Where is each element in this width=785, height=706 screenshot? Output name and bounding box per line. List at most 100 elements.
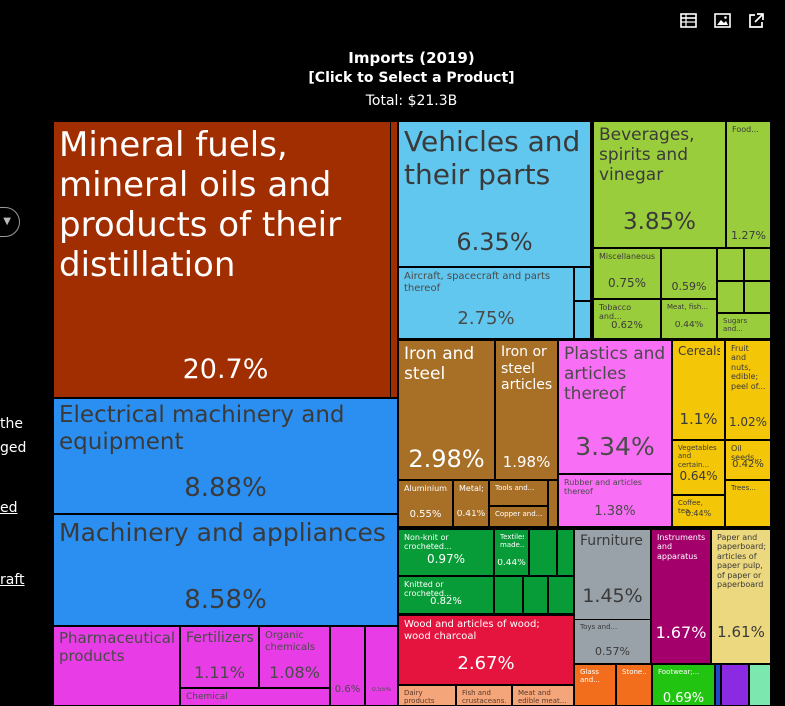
treemap-cell-iron-and-steel[interactable]: Iron and steel 2.98% [398, 340, 495, 480]
treemap-cell-cereals[interactable]: Cereals 1.1% [672, 340, 725, 440]
treemap-cell-tools-and[interactable]: Tools and... [489, 480, 548, 506]
treemap-cell-miscellaneous[interactable]: Miscellaneous... 0.75% [593, 248, 661, 299]
treemap-cell-share: 1.02% [728, 416, 768, 428]
treemap-cell-label: Oil seeds... [731, 444, 762, 463]
treemap-cell-knitted-or-crocheted[interactable]: Knitted or crocheted... 0.82% [398, 576, 494, 614]
sidebar-link[interactable]: raft [0, 572, 25, 588]
treemap-cell-organic-chemicals[interactable]: Organic chemicals 1.08% [259, 626, 330, 688]
treemap-minor-cell[interactable] [523, 576, 548, 614]
treemap-minor-cell[interactable] [591, 121, 593, 339]
treemap-cell-pharmaceutical-products[interactable]: Pharmaceutical products [53, 626, 180, 706]
treemap-cell-label: Cereals [678, 344, 720, 358]
treemap-cell-label: Electrical machinery and equipment [59, 402, 345, 456]
treemap-minor-cell[interactable] [494, 576, 523, 614]
chart-toolbar [680, 12, 765, 29]
treemap-minor-cell[interactable] [529, 529, 557, 576]
treemap-cell-vehicles-and-their-parts[interactable]: Vehicles and their parts 6.35% [398, 121, 591, 267]
treemap-cell-share: 1.08% [269, 665, 320, 681]
treemap-cell-food[interactable]: Food... 1.27% [726, 121, 771, 248]
treemap-minor-cell[interactable] [717, 248, 744, 281]
treemap-minor-cell[interactable] [744, 248, 771, 281]
treemap-cell-share: 0.75% [607, 277, 647, 289]
treemap-cell-share: 0.59% [671, 281, 707, 292]
treemap-cell-trees[interactable]: Trees... [725, 480, 771, 527]
treemap-cell-label: Meat, fish... [667, 303, 708, 311]
treemap-minor-cell[interactable] [672, 527, 771, 529]
treemap-minor-cell[interactable] [557, 529, 574, 576]
treemap-cell-wood-and-articles-of-wood-wood-charcoal[interactable]: Wood and articles of wood; wood charcoal… [398, 615, 574, 685]
treemap-cell-label: Non-knit or crocheted... [404, 533, 452, 552]
treemap-cell-mineral-fuels-mineral-oils-and-products-[interactable]: Mineral fuels, mineral oils and products… [53, 121, 398, 398]
treemap-cell-share: 1.27% [731, 230, 766, 241]
treemap-cell-oil-seeds[interactable]: Oil seeds... 0.42% [725, 440, 771, 480]
treemap-cell-rubber-and-articles-thereof[interactable]: Rubber and articles thereof 1.38% [558, 474, 672, 527]
treemap-minor-cell[interactable] [548, 480, 558, 527]
treemap-cell-glass-and[interactable]: Glass and... [574, 664, 616, 706]
treemap-cell-unlabeled[interactable]: 0.6% [330, 626, 365, 706]
treemap-cell-share: 0.69% [662, 692, 705, 705]
treemap-cell-aluminium[interactable]: Aluminium... 0.55% [398, 480, 453, 527]
treemap-cell-label: Meat and edible meat... [518, 689, 567, 706]
treemap-cell-dairy-products-and[interactable]: Dairy products and... [398, 685, 456, 706]
treemap-cell-label: Iron or steel articles [501, 344, 553, 394]
treemap-cell-label: Instruments and apparatus [657, 533, 706, 561]
treemap-minor-cell[interactable] [548, 576, 574, 614]
treemap-cell-meat-fish[interactable]: Meat, fish... 0.44% [661, 299, 717, 339]
treemap-minor-cell[interactable] [749, 664, 771, 706]
treemap-cell-share: 0.42% [732, 460, 764, 470]
treemap-cell-textiles-made[interactable]: Textiles, made... 0.44% [494, 529, 529, 576]
treemap-cell-unlabeled[interactable]: 0.55% [365, 626, 398, 706]
treemap-cell-vegetables-and-certain[interactable]: Vegetables and certain... 0.64% [672, 440, 725, 495]
treemap-cell-share: 1.11% [194, 665, 245, 681]
treemap-cell-label: Machinery and appliances [59, 518, 386, 547]
treemap-cell-coffee-tea[interactable]: Coffee, tea... 0.44% [672, 495, 725, 527]
treemap-cell-label: Glass and... [580, 668, 600, 685]
treemap-minor-cell[interactable] [574, 301, 591, 339]
sidebar-link[interactable]: ed [0, 500, 18, 516]
treemap-cell-stone[interactable]: Stone... [616, 664, 652, 706]
treemap-cell-share: 0.97% [426, 553, 466, 565]
treemap-minor-cell[interactable] [744, 281, 771, 313]
treemap-cell-fertilizers[interactable]: Fertilizers 1.11% [180, 626, 259, 688]
treemap-cell-meat-and-edible-meat[interactable]: Meat and edible meat... [512, 685, 574, 706]
treemap-cell-instruments-and-apparatus[interactable]: Instruments and apparatus 1.67% [651, 529, 711, 664]
treemap-cell-label: Tools and... [495, 484, 535, 492]
treemap-cell-aircraft-spacecraft-and-parts-thereof[interactable]: Aircraft, spacecraft and parts thereof 2.… [398, 267, 574, 339]
treemap-cell-non-knit-or-crocheted[interactable]: Non-knit or crocheted... 0.97% [398, 529, 494, 576]
treemap-cell-unlabeled[interactable]: 0.59% [661, 248, 717, 299]
treemap-cell-tobacco-and[interactable]: Tobacco and... 0.62% [593, 299, 661, 339]
chart-total: Total: $21.3B [365, 93, 458, 109]
treemap-cell-footwear[interactable]: Footwear;... 0.69% [652, 664, 715, 706]
treemap-minor-cell[interactable] [721, 664, 749, 706]
treemap-cell-label: Dairy products and... [404, 689, 435, 706]
external-link-icon[interactable] [748, 12, 765, 29]
treemap-minor-cell[interactable] [717, 281, 744, 313]
treemap-cell-metal[interactable]: Metal;... 0.41% [453, 480, 489, 527]
treemap-cell-iron-or-steel-articles[interactable]: Iron or steel articles 1.98% [495, 340, 558, 480]
chart-title: Imports (2019) [348, 49, 475, 67]
treemap-cell-share: 0.55% [371, 687, 392, 693]
treemap-cell-paper-and-paperboard-articles-of-paper-p[interactable]: Paper and paperboard; articles of paper … [711, 529, 771, 664]
treemap-cell-toys-and[interactable]: Toys and... 0.57% [574, 619, 651, 664]
sidebar-text-fragment: the [0, 416, 23, 432]
treemap-minor-cell[interactable] [390, 121, 398, 398]
treemap-minor-cell[interactable] [574, 267, 591, 301]
treemap-cell-copper-and[interactable]: Copper and... [489, 506, 548, 527]
image-icon[interactable] [714, 12, 731, 29]
treemap-cell-share: 1.61% [717, 625, 765, 640]
treemap-cell-electrical-machinery-and-equipment[interactable]: Electrical machinery and equipment 8.88% [53, 398, 398, 514]
treemap-cell-label: Vehicles and their parts [404, 125, 581, 192]
treemap-cell-fruit-and-nuts-edible-peel-of[interactable]: Fruit and nuts, edible; peel of... 1.02% [725, 340, 771, 440]
treemap-cell-share: 8.58% [184, 587, 267, 613]
treemap-cell-fish-and-crustaceans[interactable]: Fish and crustaceans... [456, 685, 512, 706]
treemap-cell-plastics-and-articles-thereof[interactable]: Plastics and articles thereof 3.34% [558, 340, 672, 474]
treemap-cell-machinery-and-appliances[interactable]: Machinery and appliances 8.58% [53, 514, 398, 626]
treemap-cell-sugars-and[interactable]: Sugars and... [717, 313, 771, 339]
table-icon[interactable] [680, 12, 697, 29]
treemap-cell-beverages-spirits-and-vinegar[interactable]: Beverages, spirits and vinegar 3.85% [593, 121, 726, 248]
treemap-cell-share: 6.35% [456, 230, 533, 254]
treemap-cell-chemical[interactable]: Chemical [180, 688, 330, 706]
treemap-cell-share: 0.41% [456, 510, 486, 519]
treemap-cell-label: Stone... [622, 668, 647, 676]
product-select-prompt[interactable]: [Click to Select a Product] [308, 70, 515, 86]
